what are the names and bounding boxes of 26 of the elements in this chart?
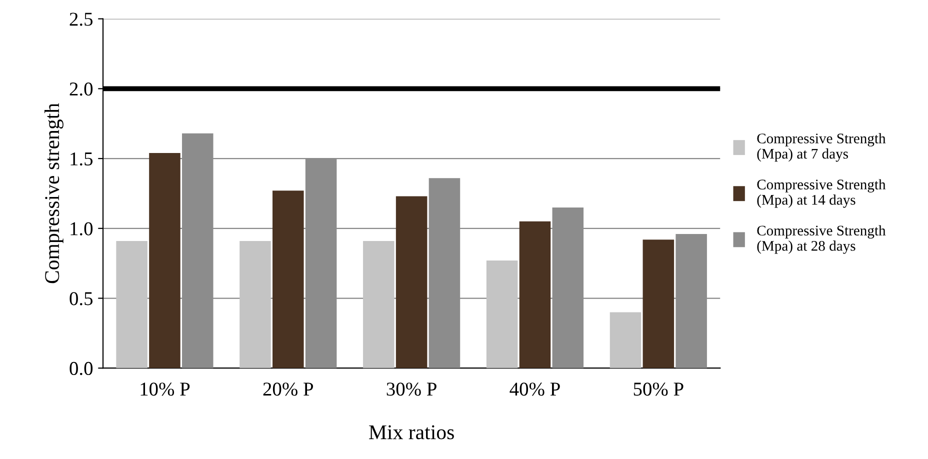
bar — [116, 240, 148, 368]
y-tick-label: 0.5 — [70, 292, 93, 306]
legend-label: Compressive Strength (Mpa) at 14 days — [757, 179, 886, 208]
y-tick-label: 2.5 — [70, 12, 93, 26]
x-axis-title: Mix ratios — [369, 425, 454, 440]
legend-label: Compressive Strength (Mpa) at 28 days — [757, 225, 886, 254]
bar — [396, 196, 428, 368]
legend-label: Compressive Strength (Mpa) at 7 days — [757, 133, 886, 162]
x-tick-label: 40% P — [510, 382, 560, 396]
y-tick-label: 1.0 — [70, 222, 93, 236]
y-tick-label: 0.0 — [70, 362, 93, 376]
x-tick-label: 10% P — [140, 382, 190, 396]
y-axis-title: Compressive strength — [44, 103, 64, 284]
bar — [149, 152, 180, 368]
bar — [519, 221, 551, 368]
bar — [486, 260, 518, 368]
x-tick-label: 20% P — [263, 382, 314, 396]
bar — [240, 240, 271, 368]
y-tick-label: 1.5 — [70, 152, 93, 166]
y-tick-label: 2.0 — [70, 82, 93, 96]
bar — [272, 190, 304, 368]
bar — [610, 312, 642, 368]
bar — [642, 240, 674, 368]
bar — [363, 240, 394, 368]
x-tick-label: 30% P — [386, 382, 436, 396]
x-tick-label: 50% P — [634, 382, 684, 396]
